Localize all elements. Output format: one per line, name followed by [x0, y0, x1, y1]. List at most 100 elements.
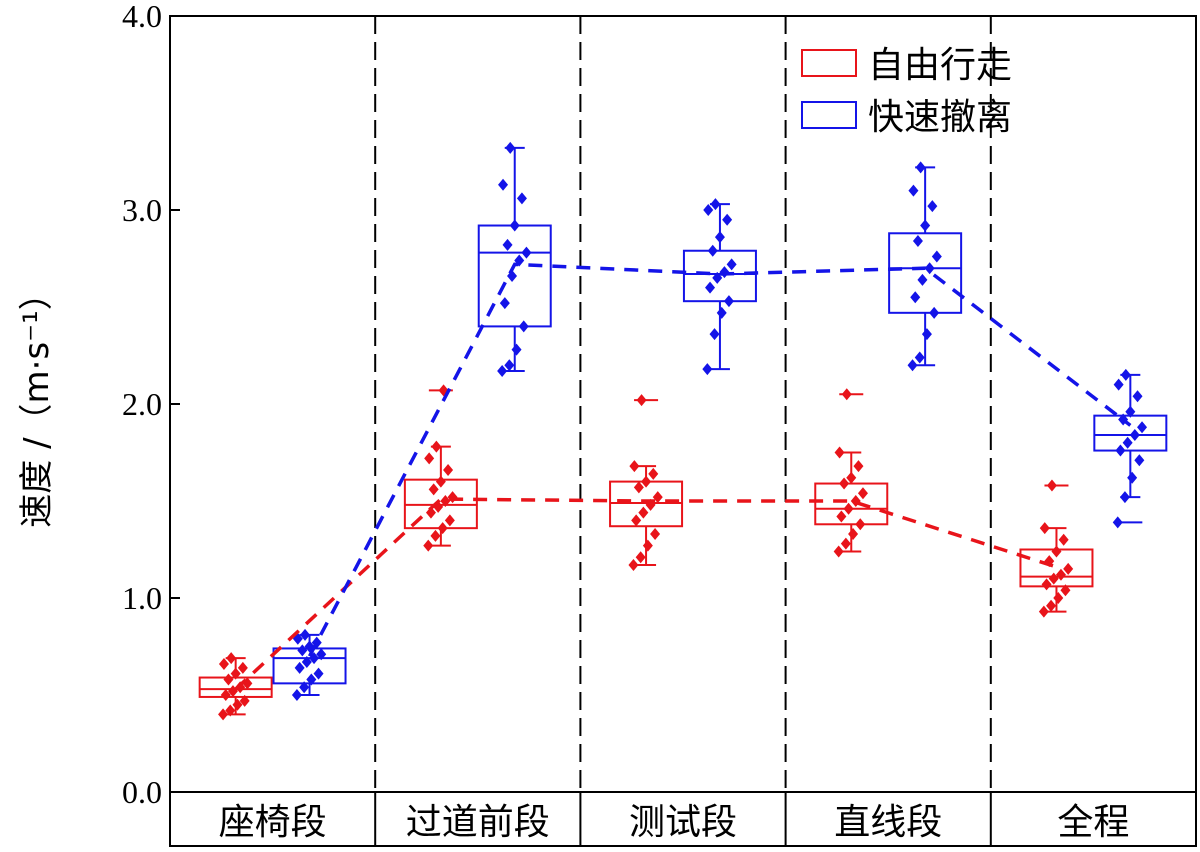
data-point — [220, 689, 231, 701]
y-tick-label: 0.0 — [122, 774, 162, 810]
data-point — [836, 510, 847, 523]
data-point — [1046, 479, 1057, 492]
data-point — [924, 262, 935, 275]
data-point — [499, 297, 510, 310]
data-point — [631, 514, 642, 527]
mean-line-series — [307, 262, 1132, 658]
data-point — [914, 351, 925, 364]
data-point — [443, 463, 454, 476]
data-point — [239, 694, 250, 707]
data-point — [908, 184, 919, 197]
data-point — [705, 281, 716, 294]
data-point — [650, 527, 661, 540]
data-point — [437, 522, 448, 535]
data-point — [294, 661, 305, 674]
data-point — [843, 502, 854, 515]
x-tick-label: 测试段 — [629, 802, 737, 843]
data-point — [833, 545, 844, 558]
data-point — [839, 477, 850, 490]
data-point — [710, 198, 721, 211]
data-point — [424, 452, 435, 465]
data-point — [504, 359, 515, 372]
data-point — [707, 244, 718, 257]
x-tick-label: 直线段 — [834, 802, 942, 843]
data-point — [316, 648, 327, 661]
y-axis: 0.0 1.0 2.0 3.0 4.0 — [122, 0, 180, 810]
x-tick-label: 全程 — [1057, 802, 1129, 843]
data-point — [703, 204, 714, 216]
box-plots — [198, 146, 1168, 716]
data-point — [912, 235, 923, 248]
data-point — [1058, 533, 1069, 546]
mean-line-series — [234, 497, 1057, 691]
data-point — [1132, 390, 1143, 403]
data-point — [921, 328, 932, 341]
data-point — [291, 689, 302, 701]
data-point — [498, 178, 509, 191]
data-point — [635, 551, 646, 564]
data-point — [218, 708, 229, 721]
data-point — [855, 518, 866, 531]
data-point — [712, 271, 723, 284]
box — [814, 482, 889, 526]
data-point — [301, 656, 312, 669]
y-tick-label: 3.0 — [122, 192, 162, 228]
data-point — [440, 495, 451, 507]
data-point — [714, 231, 725, 244]
data-point — [840, 537, 851, 550]
legend-label: 快速撤离 — [868, 97, 1012, 138]
data-point — [642, 539, 653, 552]
data-point — [1127, 471, 1138, 484]
x-tick-label: 座椅段 — [219, 802, 327, 843]
data-point — [1060, 584, 1071, 597]
data-point — [641, 475, 652, 488]
data-point — [1038, 605, 1049, 618]
x-tick-label: 过道前段 — [406, 802, 550, 843]
data-point — [297, 644, 308, 657]
data-point — [1134, 454, 1145, 467]
data-point — [223, 673, 234, 686]
data-point — [1112, 516, 1123, 529]
data-point — [230, 667, 241, 680]
y-axis-title: 速度 /（m·s⁻¹） — [17, 276, 57, 527]
data-point — [702, 363, 713, 376]
data-point — [633, 481, 644, 494]
mean-lines — [234, 262, 1132, 691]
data-point — [423, 539, 434, 552]
data-point — [1051, 545, 1062, 558]
data-point — [1055, 568, 1066, 581]
data-point — [299, 681, 310, 694]
data-point — [237, 661, 248, 674]
data-point — [300, 628, 311, 641]
data-point — [1120, 368, 1131, 381]
data-point — [1125, 405, 1136, 418]
data-point — [226, 652, 237, 665]
data-point — [1119, 491, 1130, 504]
data-point — [857, 487, 868, 500]
data-point — [917, 273, 928, 286]
y-tick-label: 4.0 — [122, 0, 162, 34]
data-point — [907, 359, 918, 372]
data-point — [497, 365, 508, 378]
data-point — [722, 213, 733, 226]
data-point — [511, 343, 522, 356]
data-point — [929, 306, 940, 319]
data-point — [502, 238, 513, 251]
data-point — [1129, 429, 1140, 442]
x-label-row — [169, 791, 1197, 847]
data-point — [1039, 522, 1050, 535]
data-point — [652, 491, 663, 504]
data-point — [509, 219, 520, 232]
legend-label: 自由行走 — [868, 45, 1012, 86]
data-point — [430, 529, 441, 542]
data-point — [910, 291, 921, 304]
data-point — [1048, 572, 1059, 585]
data-point — [726, 258, 737, 271]
data-point — [1122, 436, 1133, 449]
data-point — [521, 246, 532, 259]
legend-swatch — [801, 101, 857, 129]
data-point — [927, 200, 938, 213]
data-point — [306, 673, 317, 686]
data-point — [834, 446, 845, 459]
